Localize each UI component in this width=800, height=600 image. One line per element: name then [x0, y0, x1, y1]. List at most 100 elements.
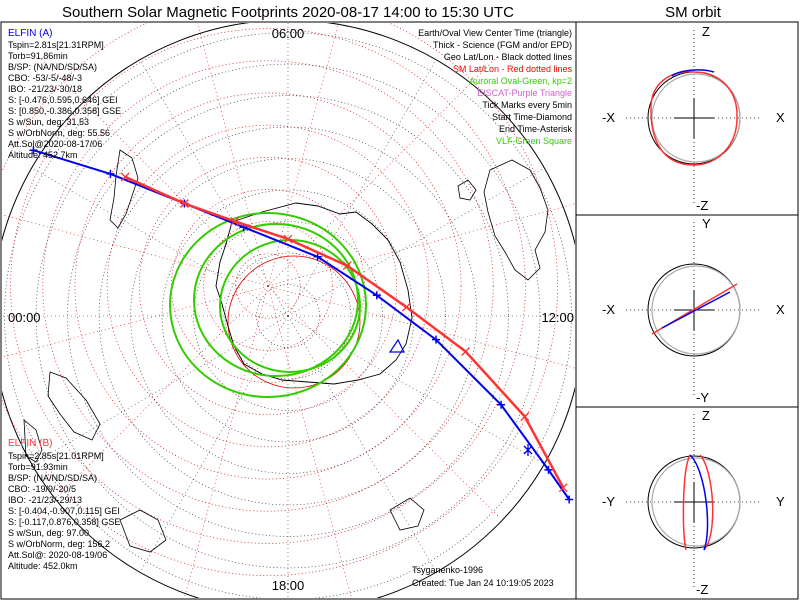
coastline — [23, 419, 43, 463]
elfin-a-title: ELFIN (A) — [8, 28, 52, 39]
info-line: B/SP: (NA/ND/SD/SA) — [8, 62, 97, 72]
legend-item: EISCAT-Purple Triangle — [477, 88, 572, 98]
tick-mark — [179, 199, 189, 208]
info-line: S w/Sun, deg: 97.00 — [8, 528, 89, 538]
orbit-axis-label: Z — [702, 24, 710, 39]
track-line-elfin-a — [33, 149, 571, 501]
tick-mark — [432, 335, 440, 344]
sm-lat-circle — [106, 124, 430, 448]
tick-mark — [497, 400, 506, 409]
geo-lat-circle — [224, 252, 352, 380]
tick-mark — [230, 216, 240, 226]
info-line: Altitude: 452.0km — [8, 561, 78, 571]
sm-lat-circle — [138, 156, 398, 416]
tick-mark — [29, 146, 38, 155]
tick-mark — [544, 465, 553, 474]
info-line: S: [-0.404,-0.907,0.115] GEI — [8, 506, 120, 516]
geo-lat-circle — [193, 221, 383, 411]
geo-meridian — [31, 315, 289, 465]
orbit-axis-label: -X — [602, 110, 615, 125]
tick-mark — [106, 169, 115, 178]
sm-lat-circle — [2, 23, 558, 576]
orbit-axis-label: Y — [702, 216, 711, 231]
legend-item: Thick - Science (FGM and/or EPD) — [433, 40, 572, 50]
tick-mark — [313, 252, 322, 261]
sm-lat-circle — [203, 221, 333, 351]
sm-lat-circle — [235, 253, 301, 319]
view-center-triangle — [388, 338, 405, 353]
hour-label-left: 00:00 — [8, 310, 41, 325]
orbit-axis-label: -Y — [696, 390, 709, 405]
tick-mark — [401, 302, 411, 312]
info-line: S: [-0.476,0.595,0.646] GEI — [8, 95, 118, 105]
orbit-axis-label: X — [776, 110, 785, 125]
coastline — [483, 159, 549, 281]
info-line: Torb=91.93min — [8, 462, 68, 472]
info-line: Torb=91.86min — [8, 51, 68, 61]
legend: Earth/Oval View Center Time (triangle) Th… — [418, 28, 572, 146]
coastline — [47, 371, 101, 441]
orbit-panels: Z -Z -X X Y -Y -X X Z -Z -Y Y — [602, 24, 785, 597]
hour-label-top: 06:00 — [272, 26, 305, 41]
legend-item: Tick Marks every 5min — [482, 100, 572, 110]
page-title: Southern Solar Magnetic Footprints 2020-… — [62, 4, 514, 21]
orbit-panel-frame — [575, 21, 799, 600]
model-label: Tsyganenko-1996 — [412, 565, 483, 575]
orbit-axis-label: Y — [776, 494, 785, 509]
orbit-axis-label: -X — [602, 302, 615, 317]
satellite-tracks — [29, 146, 574, 504]
geo-meridian — [287, 59, 437, 317]
tick-mark — [342, 261, 352, 271]
geo-meridian — [287, 167, 545, 317]
tick-mark — [120, 172, 130, 182]
orbit-path-elfin-a — [661, 291, 731, 329]
orbit-axis-label: X — [776, 302, 785, 317]
info-line: CBO: -53/-5/-48/-3 — [8, 73, 82, 83]
tick-mark — [565, 495, 574, 504]
geo-meridian — [287, 315, 545, 465]
info-line: S w/OrbNorm, deg: 156.2 — [8, 539, 110, 549]
info-line: Tspin=2.81s[21.31RPM] — [8, 40, 104, 50]
orbit-title: SM orbit — [665, 4, 722, 21]
hour-label-right: 12:00 — [541, 310, 574, 325]
end-asterisk — [523, 444, 533, 456]
antarctica-coastline — [215, 202, 413, 385]
tick-mark — [558, 483, 568, 493]
legend-item: Earth/Oval View Center Time (triangle) — [418, 28, 572, 38]
geo-meridian — [139, 59, 289, 317]
orbit-path-gray — [651, 265, 741, 355]
legend-item: Start Time-Diamond — [492, 112, 572, 122]
created-label: Created: Tue Jan 24 10:19:05 2023 — [412, 578, 554, 588]
info-line: Att.Sol@2020-08-17/06 — [8, 139, 102, 149]
orbit-axis-label: Z — [702, 408, 710, 423]
orbit-path-gray — [651, 457, 741, 547]
info-line: B/SP: (NA/ND/SD/SA) — [8, 473, 97, 483]
geo-lat-circle — [4, 32, 572, 598]
elfin-b-title: ELFIN (B) — [8, 438, 52, 449]
coastline — [457, 179, 477, 201]
orbit-axis-label: -Y — [602, 494, 615, 509]
info-line: S w/Sun, deg: 31.53 — [8, 117, 89, 127]
geo-meridian — [31, 167, 289, 317]
geo-lat-circle — [161, 189, 415, 443]
geo-lat-circle — [130, 158, 446, 474]
info-line: CBO: -19/9/-20/5 — [8, 484, 76, 494]
orbit-axis-label: -Z — [696, 582, 708, 597]
info-line: IBO: -21/23/-29/13 — [8, 495, 82, 505]
orbit-path-elfin-a — [689, 454, 709, 551]
auroral-oval — [169, 212, 367, 398]
sm-lat-circle — [42, 60, 494, 512]
tick-mark — [372, 291, 381, 300]
info-line: Tspin=2.85s[21.01RPM] — [8, 451, 104, 461]
orbit-axis-label: -Z — [696, 198, 708, 213]
sm-inner-circle — [227, 255, 361, 389]
info-line: IBO: -21/23/-30/18 — [8, 84, 82, 94]
orbit-path-elfin-b — [682, 454, 714, 551]
coastline — [389, 497, 425, 531]
coastline — [109, 149, 139, 229]
legend-item: VLF-Green Square — [496, 136, 572, 146]
geo-meridian — [139, 315, 289, 573]
info-line: S: [-0.117,0.876,0.358] GSE — [8, 517, 120, 527]
tick-mark — [520, 412, 530, 422]
